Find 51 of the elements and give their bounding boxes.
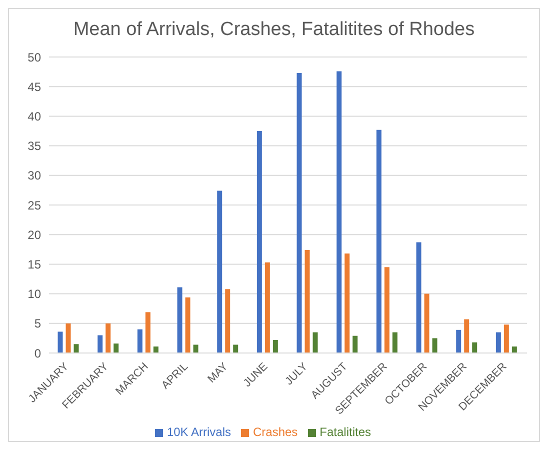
bar (392, 332, 398, 353)
bar (272, 340, 278, 353)
y-tick-label: 25 (28, 198, 42, 212)
bar (344, 254, 350, 353)
y-tick-label: 20 (28, 228, 42, 242)
y-tick-label: 5 (34, 316, 42, 331)
bar (432, 338, 438, 353)
bar (304, 250, 310, 353)
bar (424, 294, 430, 353)
bar (296, 72, 302, 353)
y-tick-label: 45 (28, 80, 42, 94)
bar (137, 329, 142, 353)
bar (264, 262, 270, 353)
y-tick-label: 50 (28, 50, 42, 64)
bar (58, 332, 63, 353)
bar (352, 336, 358, 353)
y-tick-label: 40 (28, 109, 42, 124)
legend-label: Crashes (252, 425, 298, 439)
y-tick-label: 15 (28, 257, 42, 272)
bar (512, 346, 517, 353)
bar (464, 319, 470, 353)
bar (256, 131, 262, 353)
bar (66, 323, 71, 353)
bar (504, 324, 509, 353)
bar (217, 190, 222, 353)
legend-label: Fatalitites (320, 425, 372, 439)
bar (336, 71, 342, 353)
bar (193, 344, 198, 353)
legend-label: 10K Arrivals (166, 425, 231, 439)
y-tick-label: 35 (28, 139, 42, 154)
chart-title: Mean of Arrivals, Crashes, Fatalitites of Rhodes (72, 18, 476, 42)
bar (384, 267, 390, 353)
bar (233, 344, 238, 353)
bar (114, 344, 119, 353)
bar (376, 130, 382, 353)
bar (312, 332, 318, 353)
bar (106, 323, 111, 353)
y-tick-label: 0 (34, 346, 42, 360)
bar (145, 312, 150, 353)
bar (456, 330, 462, 353)
y-tick-label: 30 (28, 168, 42, 183)
bar (225, 289, 230, 353)
bar (74, 344, 79, 353)
bar (472, 342, 478, 353)
bar (177, 287, 182, 353)
bar (416, 242, 422, 353)
bar (496, 332, 501, 353)
bar (98, 335, 103, 353)
bar (153, 346, 158, 353)
bar (185, 297, 190, 353)
y-tick-label: 10 (28, 287, 42, 302)
